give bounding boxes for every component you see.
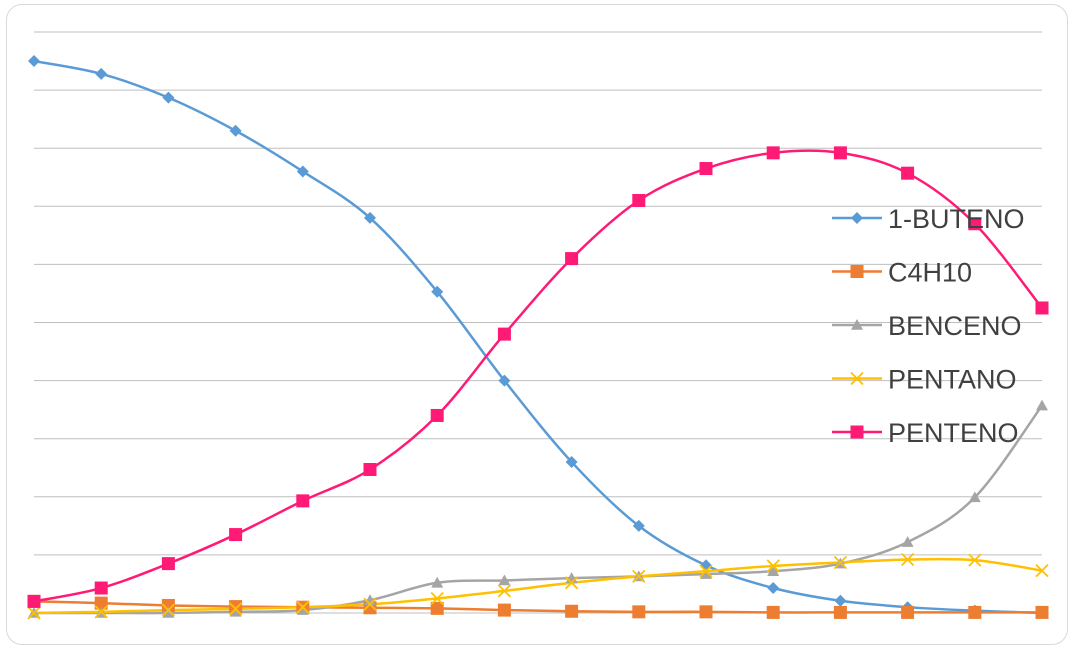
series-line-penteno (33, 149, 1043, 603)
data-point-pentano (632, 569, 646, 584)
series-markers (27, 55, 1049, 620)
legend-item-pentano: PENTANO (832, 365, 1017, 395)
data-point-c4h10 (766, 605, 780, 619)
series-line-pentano (33, 557, 1043, 615)
data-point-1-buteno (565, 455, 578, 468)
data-point-penteno (27, 594, 41, 608)
data-point-benceno (901, 536, 914, 547)
legend-item-benceno: BENCENO (832, 311, 1022, 341)
data-point-penteno (430, 408, 444, 422)
data-point-1-buteno (95, 67, 108, 80)
data-point-benceno (296, 604, 309, 615)
legend-item-penteno: PENTENO (832, 418, 1019, 448)
legend-label-benceno: BENCENO (888, 311, 1022, 341)
data-point-benceno (229, 605, 242, 617)
data-point-penteno (1035, 301, 1049, 315)
data-point-penteno (363, 462, 377, 476)
data-point-pentano (833, 555, 848, 570)
data-point-pentano (430, 591, 444, 606)
data-point-pentano (900, 552, 915, 567)
series-line-1-buteno (33, 59, 1043, 615)
data-point-1-buteno (364, 211, 376, 224)
data-point-benceno (431, 576, 444, 588)
data-point-pentano (1035, 563, 1049, 578)
data-point-penteno (161, 557, 175, 571)
data-point-c4h10 (901, 605, 915, 619)
legend-label-pentano: PENTANO (888, 365, 1017, 395)
data-point-c4h10 (632, 605, 646, 619)
data-point-benceno (162, 607, 175, 618)
legend-marker (850, 425, 864, 439)
data-point-penteno (94, 581, 108, 595)
data-point-pentano (766, 559, 780, 573)
series-points-pentano (27, 552, 1049, 620)
data-point-1-buteno (834, 594, 847, 607)
data-point-benceno (1036, 399, 1048, 411)
data-point-c4h10 (430, 601, 444, 615)
data-point-penteno (833, 146, 847, 160)
data-point-c4h10 (565, 604, 579, 618)
data-point-penteno (699, 162, 713, 176)
data-point-penteno (497, 327, 511, 341)
data-point-1-buteno (296, 165, 309, 178)
data-point-penteno (968, 217, 982, 231)
legend-item-1-buteno: 1-BUTENO (832, 204, 1025, 234)
data-point-pentano (296, 600, 310, 614)
legend-marker (851, 212, 863, 224)
data-point-pentano (27, 606, 41, 620)
data-point-c4h10 (699, 605, 713, 619)
series-line-c4h10 (33, 600, 1042, 614)
series-line-benceno (34, 404, 1044, 615)
data-point-penteno (901, 166, 915, 180)
data-point-1-buteno (498, 374, 511, 387)
series-points-penteno (27, 146, 1049, 608)
legend-item-c4h10: C4H10 (832, 258, 972, 288)
data-point-pentano (94, 605, 108, 619)
data-point-c4h10 (94, 596, 108, 610)
data-point-pentano (161, 603, 176, 617)
data-point-benceno (700, 568, 712, 579)
data-point-pentano (228, 602, 243, 616)
data-point-pentano (968, 553, 982, 567)
chart-frame (6, 4, 1068, 645)
legend-marker (850, 265, 864, 278)
data-point-1-buteno (431, 285, 444, 298)
data-point-penteno (766, 146, 780, 160)
data-point-1-buteno (632, 519, 645, 532)
legend: 1-BUTENO C4H10 BENCENO PENTANO PENTENO (832, 204, 1025, 448)
data-point-1-buteno (229, 124, 242, 137)
data-point-c4h10 (833, 605, 847, 619)
data-point-1-buteno (28, 55, 40, 68)
data-point-benceno (767, 565, 780, 576)
legend-marker (850, 371, 864, 386)
legend-marker (851, 319, 863, 330)
data-point-c4h10 (1035, 605, 1049, 619)
data-point-pentano (497, 584, 512, 598)
data-point-pentano (363, 597, 377, 611)
series-lines (33, 59, 1044, 615)
data-point-c4h10 (968, 605, 982, 619)
data-point-pentano (699, 564, 713, 578)
data-point-benceno (968, 491, 981, 503)
data-point-penteno (632, 193, 646, 207)
data-point-penteno (229, 528, 243, 542)
data-point-c4h10 (161, 598, 175, 612)
data-point-benceno (498, 574, 511, 586)
data-point-penteno (565, 252, 579, 266)
data-point-pentano (564, 576, 579, 590)
data-point-1-buteno (162, 91, 175, 104)
legend-label-1-buteno: 1-BUTENO (888, 204, 1025, 234)
legend-label-penteno: PENTENO (888, 418, 1019, 448)
legend-label-c4h10: C4H10 (888, 258, 972, 288)
data-point-penteno (296, 494, 310, 508)
data-point-1-buteno (767, 582, 780, 595)
data-point-c4h10 (497, 603, 511, 617)
